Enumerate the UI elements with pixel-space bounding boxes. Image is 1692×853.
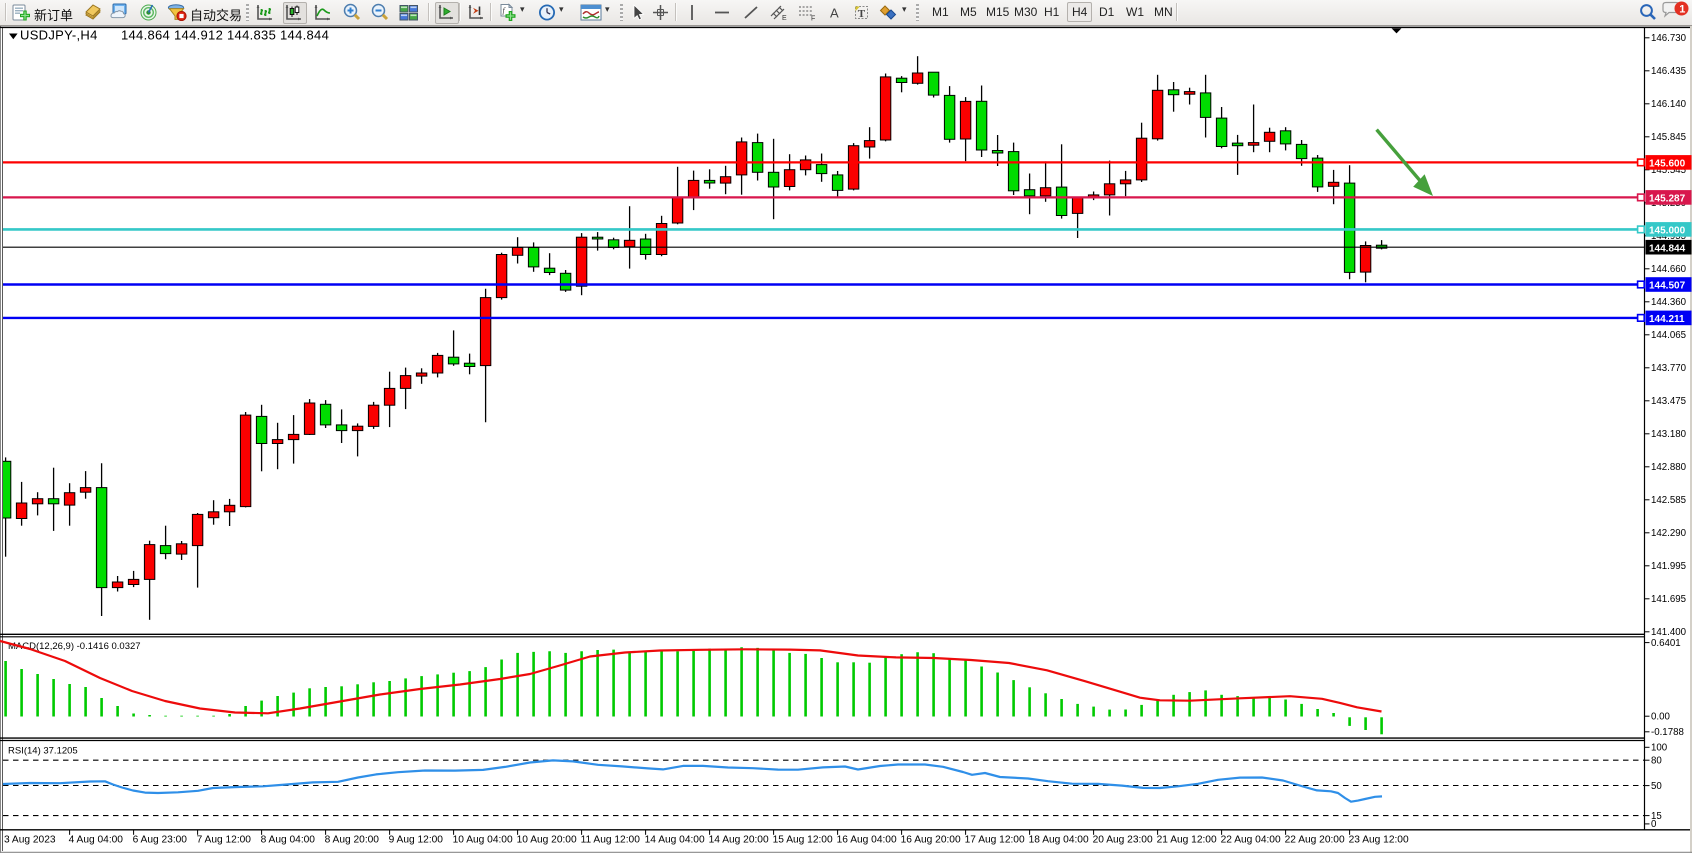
svg-text:145.845: 145.845 xyxy=(1651,132,1686,143)
svg-text:6 Aug 23:00: 6 Aug 23:00 xyxy=(133,835,188,846)
svg-text:7 Aug 12:00: 7 Aug 12:00 xyxy=(197,835,252,846)
svg-text:15 Aug 12:00: 15 Aug 12:00 xyxy=(773,835,833,846)
svg-text:142.880: 142.880 xyxy=(1651,462,1687,473)
svg-text:143.475: 143.475 xyxy=(1651,396,1686,407)
svg-text:11 Aug 12:00: 11 Aug 12:00 xyxy=(581,835,641,846)
svg-text:146.730: 146.730 xyxy=(1651,33,1687,44)
svg-text:144.065: 144.065 xyxy=(1651,330,1686,341)
svg-text:145.287: 145.287 xyxy=(1649,194,1686,205)
svg-text:144.211: 144.211 xyxy=(1649,314,1685,325)
svg-text:0: 0 xyxy=(1651,819,1657,830)
svg-text:143.180: 143.180 xyxy=(1651,429,1687,440)
svg-text:144.844: 144.844 xyxy=(1649,243,1686,254)
svg-text:14 Aug 04:00: 14 Aug 04:00 xyxy=(645,835,705,846)
svg-text:80: 80 xyxy=(1651,756,1662,767)
svg-text:14 Aug 20:00: 14 Aug 20:00 xyxy=(709,835,769,846)
svg-text:16 Aug 04:00: 16 Aug 04:00 xyxy=(837,835,897,846)
svg-text:1: 1 xyxy=(1679,3,1685,15)
svg-text:23 Aug 12:00: 23 Aug 12:00 xyxy=(1349,835,1409,846)
svg-text:22 Aug 20:00: 22 Aug 20:00 xyxy=(1285,835,1345,846)
svg-text:143.770: 143.770 xyxy=(1651,363,1687,374)
svg-text:T: T xyxy=(858,8,866,20)
svg-text:8 Aug 04:00: 8 Aug 04:00 xyxy=(261,835,316,846)
svg-text:0.6401: 0.6401 xyxy=(1651,638,1681,649)
svg-text:22 Aug 04:00: 22 Aug 04:00 xyxy=(1221,835,1281,846)
svg-text:16 Aug 20:00: 16 Aug 20:00 xyxy=(901,835,961,846)
svg-text:10 Aug 04:00: 10 Aug 04:00 xyxy=(453,835,513,846)
svg-text:141.400: 141.400 xyxy=(1651,627,1687,638)
svg-text:146.140: 146.140 xyxy=(1651,99,1687,110)
svg-text:0.00: 0.00 xyxy=(1651,712,1670,723)
svg-text:MACD(12,26,9) -0.1416 0.0327: MACD(12,26,9) -0.1416 0.0327 xyxy=(8,641,141,652)
svg-text:142.585: 142.585 xyxy=(1651,495,1686,506)
svg-text:145.545: 145.545 xyxy=(1651,165,1686,176)
svg-text:142.290: 142.290 xyxy=(1651,528,1687,539)
svg-text:144.864 144.912 144.835 144.84: 144.864 144.912 144.835 144.844 xyxy=(121,28,329,43)
svg-text:17 Aug 12:00: 17 Aug 12:00 xyxy=(965,835,1025,846)
svg-text:9 Aug 12:00: 9 Aug 12:00 xyxy=(389,835,444,846)
svg-text:21 Aug 12:00: 21 Aug 12:00 xyxy=(1157,835,1217,846)
svg-text:144.507: 144.507 xyxy=(1649,281,1686,292)
svg-text:146.435: 146.435 xyxy=(1651,66,1686,77)
svg-text:8 Aug 20:00: 8 Aug 20:00 xyxy=(325,835,380,846)
svg-text:F: F xyxy=(811,16,815,23)
svg-text:20 Aug 23:00: 20 Aug 23:00 xyxy=(1093,835,1153,846)
svg-text:145.000: 145.000 xyxy=(1649,226,1686,237)
svg-text:145.600: 145.600 xyxy=(1649,159,1686,170)
svg-text:18 Aug 04:00: 18 Aug 04:00 xyxy=(1029,835,1089,846)
svg-text:4 Aug 04:00: 4 Aug 04:00 xyxy=(69,835,124,846)
svg-text:RSI(14) 37.1205: RSI(14) 37.1205 xyxy=(8,746,78,757)
svg-text:USDJPY-,H4: USDJPY-,H4 xyxy=(20,28,98,43)
svg-text:f: f xyxy=(503,6,507,15)
svg-text:141.995: 141.995 xyxy=(1651,561,1686,572)
svg-text:50: 50 xyxy=(1651,781,1662,792)
svg-text:144.360: 144.360 xyxy=(1651,297,1687,308)
svg-text:E: E xyxy=(782,15,787,22)
svg-text:144.660: 144.660 xyxy=(1651,264,1687,275)
svg-text:100: 100 xyxy=(1651,743,1668,754)
svg-text:141.695: 141.695 xyxy=(1651,594,1686,605)
svg-text:-0.1788: -0.1788 xyxy=(1651,727,1684,738)
svg-text:3 Aug 2023: 3 Aug 2023 xyxy=(4,835,56,846)
svg-text:A: A xyxy=(830,6,839,21)
svg-text:10 Aug 20:00: 10 Aug 20:00 xyxy=(517,835,577,846)
svg-text:15: 15 xyxy=(1651,811,1662,822)
